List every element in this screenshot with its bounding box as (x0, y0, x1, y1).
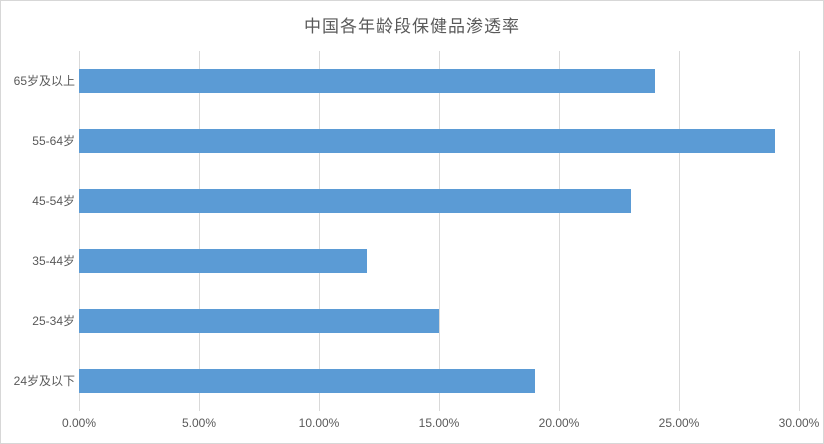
x-axis-labels: 0.00% 5.00% 10.00% 15.00% 20.00% 25.00% 30.00% (1, 413, 823, 435)
gridline (199, 51, 200, 411)
y-axis-label: 45-54岁 (32, 194, 75, 208)
chart-title: 中国各年龄段保健品渗透率 (304, 17, 520, 36)
y-axis-label: 65岁及以上 (13, 74, 75, 88)
bar (79, 309, 439, 333)
bar (79, 129, 775, 153)
x-axis-label: 10.00% (298, 416, 340, 430)
x-axis-label: 0.00% (61, 416, 97, 430)
y-axis-label: 25-34岁 (32, 314, 75, 328)
bar (79, 249, 367, 273)
plot-area (79, 51, 800, 411)
y-axis-labels: 65岁及以上 55-64岁 45-54岁 35-44岁 25-34岁 24岁及以下 (1, 51, 75, 411)
x-axis-label: 5.00% (181, 416, 217, 430)
gridline (439, 51, 440, 411)
x-axis-label: 25.00% (658, 416, 700, 430)
bar (79, 369, 535, 393)
bar (79, 69, 655, 93)
bar (79, 189, 631, 213)
y-axis-label: 24岁及以下 (13, 374, 75, 388)
gridline (559, 51, 560, 411)
gridline (79, 51, 80, 411)
gridline (319, 51, 320, 411)
y-axis-label: 55-64岁 (32, 134, 75, 148)
y-axis-label: 35-44岁 (32, 254, 75, 268)
x-axis-label: 30.00% (778, 416, 820, 430)
x-axis-label: 15.00% (418, 416, 460, 430)
gridline (679, 51, 680, 411)
gridline (799, 51, 800, 411)
x-axis-label: 20.00% (538, 416, 580, 430)
